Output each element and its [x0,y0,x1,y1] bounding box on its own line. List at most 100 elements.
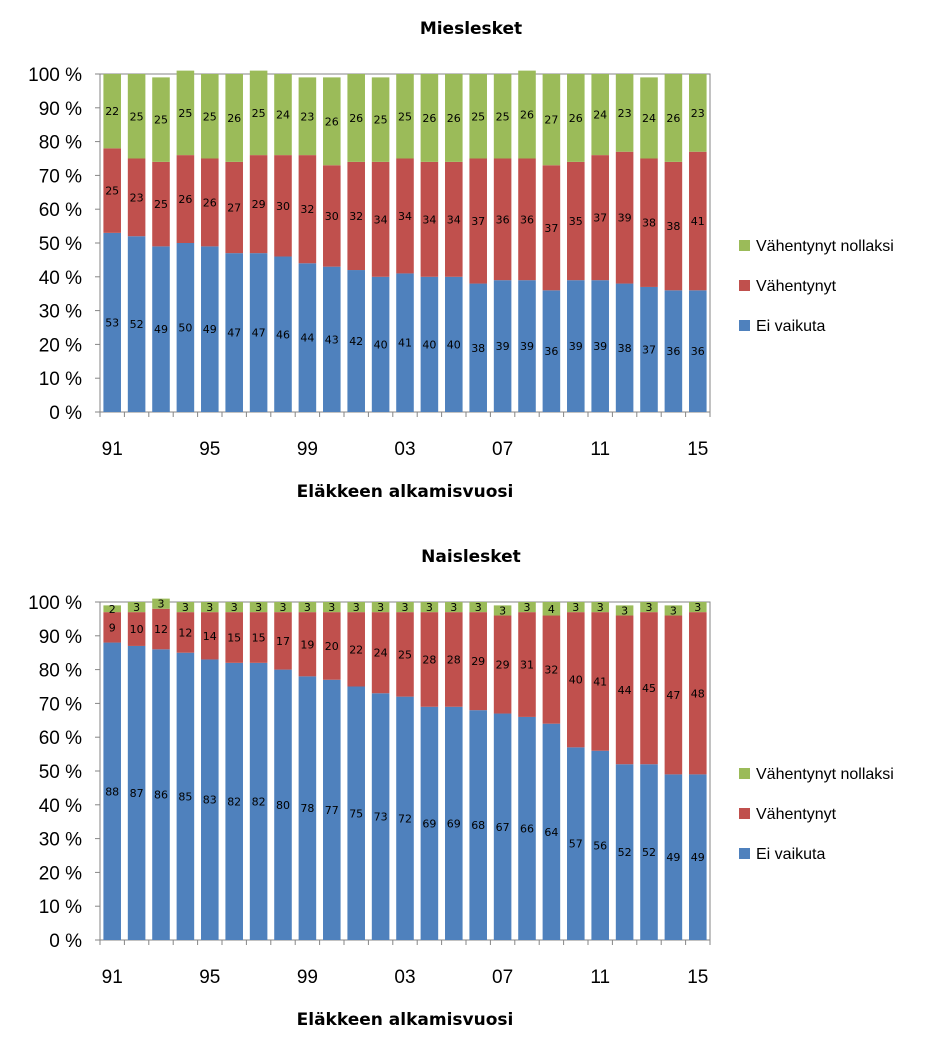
data-label: 3 [426,601,433,614]
x-tick-label: 11 [590,967,610,988]
data-label: 44 [618,684,632,697]
data-label: 67 [496,821,510,834]
bar-segment [347,161,365,271]
bar-segment [591,750,609,940]
bar-segment [518,158,536,281]
bar-segment [689,602,707,613]
data-label: 12 [178,626,192,639]
data-label: 38 [666,220,680,233]
bar-segment [103,605,121,613]
data-label: 40 [569,674,583,687]
data-label: 25 [154,198,168,211]
data-label: 3 [524,601,531,614]
data-label: 24 [276,109,290,122]
data-label: 26 [227,112,241,125]
data-label: 75 [349,807,363,820]
data-label: 43 [325,333,339,346]
data-label: 39 [520,340,534,353]
bar-segment [493,280,512,412]
legend-label: Ei vaikuta [756,846,825,863]
data-label: 26 [349,112,363,125]
data-label: 47 [666,689,680,702]
data-label: 26 [520,109,534,122]
data-label: 15 [227,631,241,644]
bar-segment [176,155,195,243]
data-label: 19 [300,638,314,651]
y-tick-label: 20 % [39,863,82,884]
x-axis-title: Eläkkeen alkamisvuosi [297,1010,514,1030]
data-label: 85 [178,790,192,803]
bar-segment [201,612,219,660]
x-tick-label: 11 [590,439,610,460]
bar-segment [225,74,243,162]
bar-segment [615,283,634,412]
bar-segment [323,679,341,940]
data-label: 9 [109,621,116,634]
data-label: 38 [642,217,656,230]
bar-segment [225,662,243,940]
data-label: 25 [398,648,412,661]
bar-segment [103,642,121,940]
bar-segment [518,70,536,159]
bar-segment [127,158,146,237]
x-tick-label: 91 [102,967,123,988]
bar-segment [542,723,561,940]
x-tick-label: 03 [394,967,415,988]
data-label: 34 [422,213,436,226]
x-axis-title: Eläkkeen alkamisvuosi [297,482,514,502]
y-tick-label: 0 % [49,403,82,424]
bar-segment [249,70,268,156]
data-label: 36 [666,345,680,358]
bar-segment [493,74,512,159]
bar-segment [567,747,585,940]
bar-segment [371,161,390,277]
data-label: 3 [158,598,165,611]
bar-segment [615,764,634,940]
bar-segment [347,686,365,940]
data-label: 3 [280,601,287,614]
bar-segment [371,276,390,412]
legend-swatch [739,320,750,331]
data-label: 3 [450,601,457,614]
chart-svg: Naislesket 0 % 10 % 20 % 30 % 40 % 50 % 60 % 70 … [28,547,894,1030]
bar-segment [396,158,414,274]
data-label: 38 [618,342,632,355]
data-label: 47 [227,327,241,340]
data-label: 10 [130,623,144,636]
bar-segment [347,270,365,412]
x-tick-label: 95 [199,439,220,460]
data-label: 52 [642,846,656,859]
data-label: 3 [694,601,701,614]
bar-segment [469,710,487,940]
bar-segment [640,764,658,940]
data-label: 32 [544,664,558,677]
data-label: 78 [300,802,314,815]
data-label: 25 [178,107,192,120]
data-label: 3 [231,601,238,614]
data-label: 50 [178,322,192,335]
bar-segment [152,608,170,650]
data-label: 86 [154,789,168,802]
data-label: 39 [496,340,510,353]
data-label: 80 [276,799,290,812]
bar-segment [591,74,609,156]
chart-title: Mieslesket [420,19,522,39]
bar-segment [323,77,341,166]
data-label: 45 [642,682,656,695]
bar-segment [640,77,658,159]
bar-segment [420,74,439,162]
bar-segment [274,612,292,670]
data-label: 27 [544,114,558,127]
bar-segment [591,612,609,751]
data-label: 37 [544,222,558,235]
bar-segment [201,74,219,159]
bar-segment [445,276,463,412]
bar-segment [420,276,439,412]
data-label: 73 [374,811,388,824]
y-tick-label: 30 % [39,830,82,851]
bar-segment [420,706,439,940]
data-label: 64 [544,826,558,839]
y-tick-label: 80 % [39,661,82,682]
axes: 0 % 10 % 20 % 30 % 40 % 50 % 60 % 70 % 80 % 90 % 1… [28,593,711,988]
data-label: 29 [471,655,485,668]
